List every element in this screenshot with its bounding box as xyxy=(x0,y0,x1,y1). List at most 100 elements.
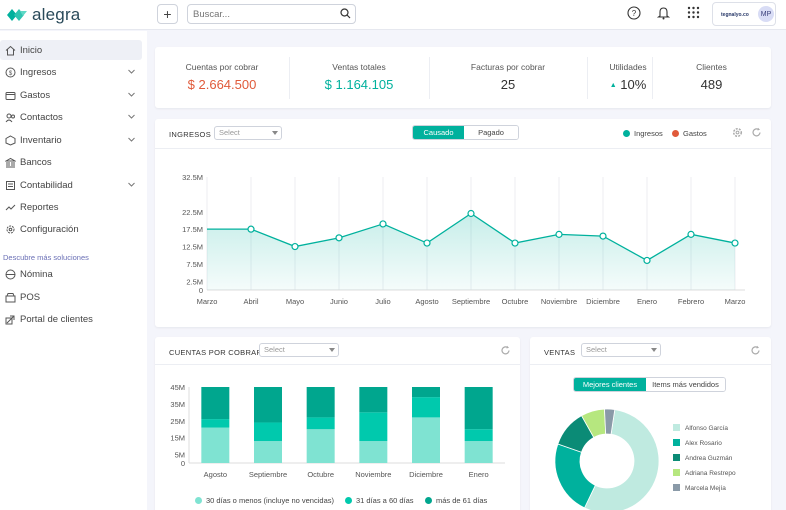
sidebar-item-inventario[interactable]: Inventario xyxy=(0,130,142,150)
legend-label: más de 61 días xyxy=(436,496,488,505)
tab-causado[interactable]: Causado xyxy=(413,126,464,139)
sidebar-item-label: Reportes xyxy=(20,201,59,213)
payroll-icon xyxy=(4,268,16,280)
kpi-label: Utilidades xyxy=(609,62,647,72)
select-placeholder: Select xyxy=(586,345,607,354)
kpi-clientes[interactable]: Clientes 489 xyxy=(652,47,771,108)
card-header: CUENTAS POR COBRAR Select xyxy=(155,337,520,365)
x-tick-label: Agosto xyxy=(204,470,227,479)
bar-segment xyxy=(464,387,493,430)
avatar[interactable]: MP xyxy=(758,6,774,22)
ingresos-line-chart: Marzo Abril Mayo Junio Julio Agosto Septiembre… xyxy=(182,173,746,306)
help-icon[interactable]: ? xyxy=(627,6,641,20)
legend-swatch xyxy=(673,424,680,431)
sidebar-item-ingresos[interactable]: $ Ingresos xyxy=(0,62,142,82)
area-fill-ingresos xyxy=(207,213,735,290)
card-header: INGRESOS Select Causado Pagado Ingresos … xyxy=(155,119,771,149)
sidebar-item-gastos[interactable]: Gastos xyxy=(0,85,142,105)
card-header: VENTAS Select xyxy=(530,337,771,365)
tab-items-mas-vendidos[interactable]: Items más vendidos xyxy=(646,378,725,391)
legend-31-60-dias: 31 días a 60 días xyxy=(345,496,414,505)
data-point xyxy=(555,230,563,238)
refresh-icon[interactable] xyxy=(500,345,511,356)
bank-icon xyxy=(4,156,16,168)
x-tick-label: Mayo xyxy=(286,297,304,306)
bar-segment xyxy=(464,441,493,463)
company-switcher[interactable]: tegnalyo.co MP xyxy=(712,2,776,26)
sidebar-item-configuracion[interactable]: Configuración xyxy=(0,219,142,239)
legend-label: Ingresos xyxy=(634,129,663,138)
contacts-icon xyxy=(4,111,16,123)
kpi-cuentas-por-cobrar[interactable]: Cuentas por cobrar $ 2.664.500 xyxy=(155,47,289,108)
sidebar-item-inicio[interactable]: Inicio xyxy=(0,40,142,60)
sidebar-item-label: Contactos xyxy=(20,111,63,123)
legend-mas-61-dias: más de 61 días xyxy=(425,496,487,505)
bar-segment xyxy=(464,429,493,442)
data-point xyxy=(379,220,387,228)
period-select[interactable]: Select xyxy=(259,343,339,357)
chevron-down-icon xyxy=(128,137,135,142)
x-tick-label: Marzo xyxy=(197,297,218,306)
legend-gastos: Gastos xyxy=(672,129,707,138)
x-tick-label: Noviembre xyxy=(541,297,577,306)
x-tick-label: Diciembre xyxy=(409,470,443,479)
trend-up-icon: ▲ xyxy=(609,82,617,89)
legend-dot xyxy=(345,497,352,504)
data-point xyxy=(247,225,255,233)
kpi-value-row: ▲ 10% xyxy=(587,77,669,92)
tab-pagado[interactable]: Pagado xyxy=(464,126,518,139)
y-tick-label: 35M xyxy=(170,400,185,409)
sidebar-item-contabilidad[interactable]: Contabilidad xyxy=(0,175,142,195)
data-point xyxy=(643,256,651,265)
caret-down-icon xyxy=(272,131,278,135)
alegra-logo[interactable]: alegra xyxy=(6,5,80,25)
y-tick-label: 12.5M xyxy=(182,243,203,252)
gear-icon[interactable] xyxy=(732,127,743,138)
data-point xyxy=(335,234,343,242)
kpi-utilidades[interactable]: Utilidades ▲ 10% xyxy=(587,47,669,108)
card-title: INGRESOS xyxy=(169,130,211,139)
sidebar-item-portal-clientes[interactable]: Portal de clientes xyxy=(0,309,142,329)
x-tick-label: Marzo xyxy=(725,297,746,306)
y-tick-label: 15M xyxy=(170,434,185,443)
sidebar-item-pos[interactable]: POS xyxy=(0,287,142,307)
sidebar-item-contactos[interactable]: Contactos xyxy=(0,107,142,127)
apps-grid-icon[interactable] xyxy=(687,6,700,19)
legend-dot xyxy=(623,130,630,137)
section-title: Descubre más soluciones xyxy=(3,253,89,262)
sidebar-item-label: Portal de clientes xyxy=(20,313,93,325)
period-select[interactable]: Select xyxy=(214,126,282,140)
search-input[interactable] xyxy=(187,4,356,24)
y-tick-label: 17.5M xyxy=(182,225,203,234)
kpi-value: 489 xyxy=(700,77,723,92)
refresh-icon[interactable] xyxy=(750,345,761,356)
caret-down-icon xyxy=(651,348,657,352)
tab-mejores-clientes[interactable]: Mejores clientes xyxy=(574,378,646,391)
kpi-facturas-por-cobrar[interactable]: Facturas por cobrar 25 xyxy=(429,47,587,108)
x-tick-label: Diciembre xyxy=(586,297,620,306)
bar-segment xyxy=(412,397,440,418)
chevron-down-icon xyxy=(128,92,135,97)
bar-segment xyxy=(306,429,335,463)
bar-segment xyxy=(201,427,230,463)
search-icon[interactable] xyxy=(340,8,351,19)
sidebar-item-bancos[interactable]: Bancos xyxy=(0,152,142,172)
sidebar-item-nomina[interactable]: Nómina xyxy=(0,264,142,284)
select-placeholder: Select xyxy=(219,128,240,137)
legend-label: Adriana Restrepo xyxy=(685,470,736,477)
data-point xyxy=(687,230,695,238)
period-select[interactable]: Select xyxy=(581,343,661,357)
sidebar-item-label: Contabilidad xyxy=(20,179,73,191)
bar-segment xyxy=(412,417,440,463)
refresh-icon[interactable] xyxy=(751,127,762,138)
portal-icon xyxy=(4,313,16,325)
add-button[interactable]: + xyxy=(157,4,178,24)
bar-segment xyxy=(254,422,282,442)
x-tick-label: Julio xyxy=(375,297,390,306)
legend-swatch xyxy=(673,454,680,461)
sidebar-item-reportes[interactable]: Reportes xyxy=(0,197,142,217)
y-tick-label: 25M xyxy=(170,417,185,426)
bar-segment xyxy=(254,387,282,423)
bell-icon[interactable] xyxy=(657,6,670,20)
kpi-ventas-totales[interactable]: Ventas totales $ 1.164.105 xyxy=(289,47,429,108)
